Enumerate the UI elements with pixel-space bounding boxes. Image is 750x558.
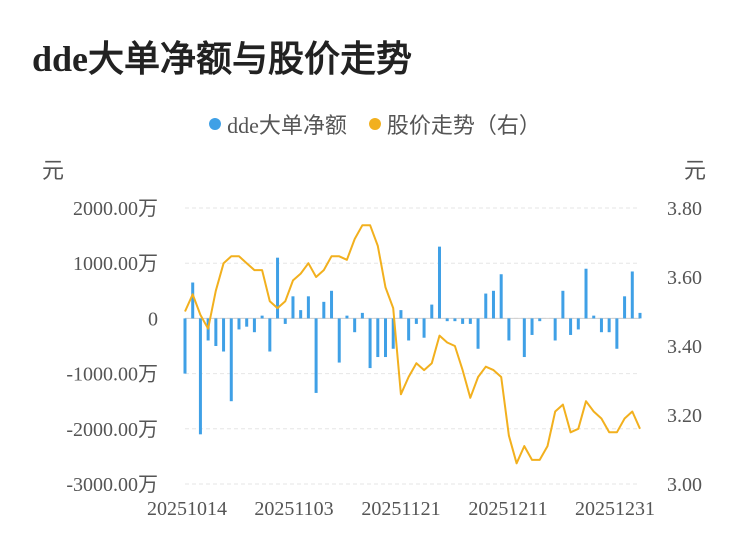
bar [299,310,303,319]
bar [615,318,619,349]
bar [276,257,280,319]
chart-title: dde大单净额与股价走势 [32,39,413,79]
bar [268,318,272,352]
bar [430,304,434,319]
left-tick-label: 0 [148,308,158,330]
bar [345,315,349,319]
bar [337,318,341,363]
bar [561,290,565,319]
legend-label-dde: dde大单净额 [227,113,347,138]
right-tick-label: 3.40 [667,336,702,358]
chart-legend: dde大单净额 股价走势（右） [0,108,750,140]
left-tick-label: -1000.00万 [66,364,158,386]
legend-item-dde[interactable]: dde大单净额 [209,108,347,140]
bar [214,318,218,346]
right-tick-label: 3.80 [667,198,702,220]
bar [376,318,380,358]
bar [422,318,426,338]
bar [191,282,195,319]
left-unit-label: 元 [42,158,64,183]
bar [260,315,264,319]
bar [437,246,441,319]
x-tick-label: 20251231 [575,498,655,520]
gridlines [185,207,640,485]
bar [314,318,318,393]
legend-label-price: 股价走势（右） [386,113,541,138]
bar [461,318,465,324]
bar [507,318,511,341]
bar [553,318,557,341]
bar [229,318,233,402]
bar [399,310,403,319]
legend-item-price[interactable]: 股价走势（右） [368,108,541,140]
left-tick-label: 1000.00万 [73,253,158,275]
bar [468,318,472,324]
bar [592,315,596,319]
bar [322,301,326,319]
bar [353,318,357,333]
bar-series [183,246,642,435]
legend-dot-icon [368,118,381,130]
bar [198,318,202,435]
right-unit-label: 元 [684,158,706,183]
bar [237,318,241,330]
line-series [184,224,641,465]
bar [576,318,580,330]
right-tick-label: 3.20 [667,405,702,427]
bar [530,318,534,335]
bar [522,318,526,358]
bar [245,318,249,327]
bar [283,318,287,324]
right-tick-label: 3.00 [667,474,702,496]
bar [499,274,503,319]
bar [607,318,611,333]
bar [306,296,310,319]
bar [330,290,334,319]
bar [291,296,295,319]
axes: 2000.00万 1000.00万 0 -1000.00万 -2000.00万 -3000… [42,158,706,520]
bar [360,312,364,319]
left-tick-label: -3000.00万 [66,474,158,496]
bar [368,318,372,369]
bar [638,312,642,319]
bar [491,290,495,319]
bar [538,318,542,322]
x-tick-label: 20251121 [361,498,440,520]
right-tick-label: 3.60 [667,267,702,289]
bar [183,318,187,374]
bar [453,318,457,322]
legend-dot-icon [209,118,222,130]
bar [391,318,395,349]
bar [584,268,588,319]
left-tick-label: 2000.00万 [73,198,158,220]
bar [222,318,226,352]
bar [414,318,418,324]
bar [599,318,603,333]
bar [252,318,256,333]
left-tick-label: -2000.00万 [66,419,158,441]
x-tick-label: 20251014 [147,498,227,520]
x-tick-label: 20251103 [254,498,333,520]
bar [623,296,627,319]
bar [630,271,634,319]
bar [384,318,388,358]
bar [407,318,411,341]
bar [445,318,449,322]
bar [569,318,573,335]
price-line [184,224,641,465]
x-tick-label: 20251211 [468,498,547,520]
bar [484,293,488,319]
bar [476,318,480,349]
